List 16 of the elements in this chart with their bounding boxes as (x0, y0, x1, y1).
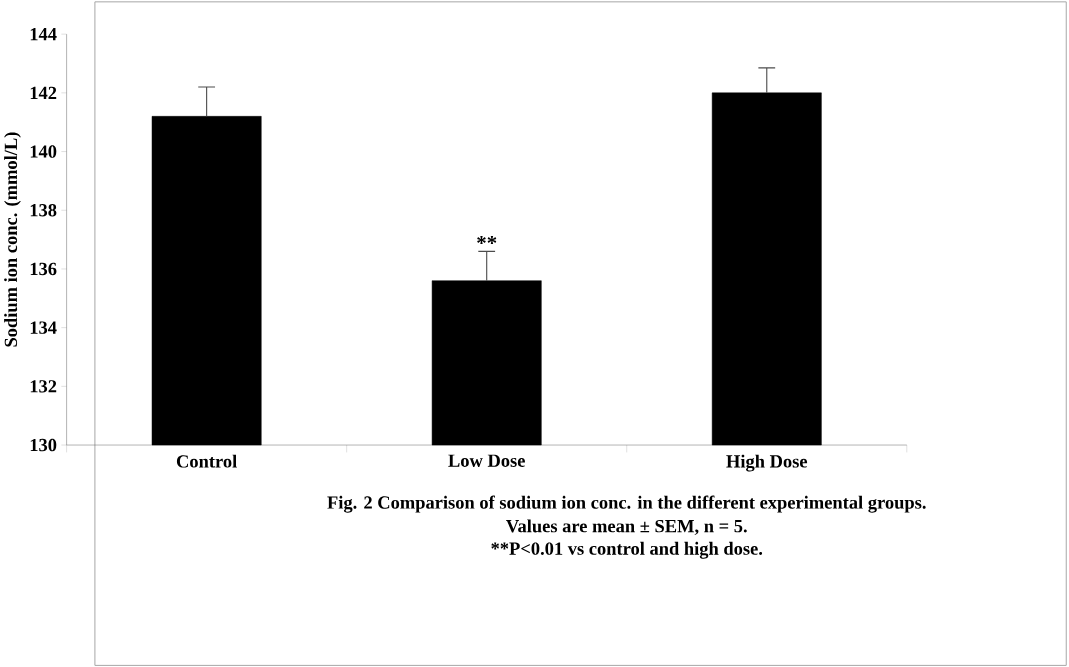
y-axis-title: Sodium ion conc. (mmol/L) (4, 132, 21, 347)
y-tick-label: 144 (30, 28, 57, 41)
x-tick-label: Low Dose (448, 454, 525, 468)
caption: Fig. 2 Comparison of sodium ion conc. in the different experimental groups. (327, 495, 926, 513)
y-tick-label: 130 (30, 438, 57, 452)
y-tick-label: 138 (30, 204, 57, 217)
y-tick-label: 132 (30, 380, 57, 393)
x-tick-label: Control (176, 454, 237, 468)
text: **P<0.01 vs control and high dose. (491, 542, 763, 559)
y-tick-label: 134 (30, 321, 57, 335)
y-tick-label: 142 (30, 86, 57, 100)
y-tick-label: 136 (30, 262, 57, 276)
x-tick-label: High Dose (726, 454, 808, 472)
text: Values are mean ± SEM, n = 5. (506, 519, 747, 536)
annotation: ** (477, 236, 497, 245)
y-tick-label: 140 (30, 145, 57, 158)
